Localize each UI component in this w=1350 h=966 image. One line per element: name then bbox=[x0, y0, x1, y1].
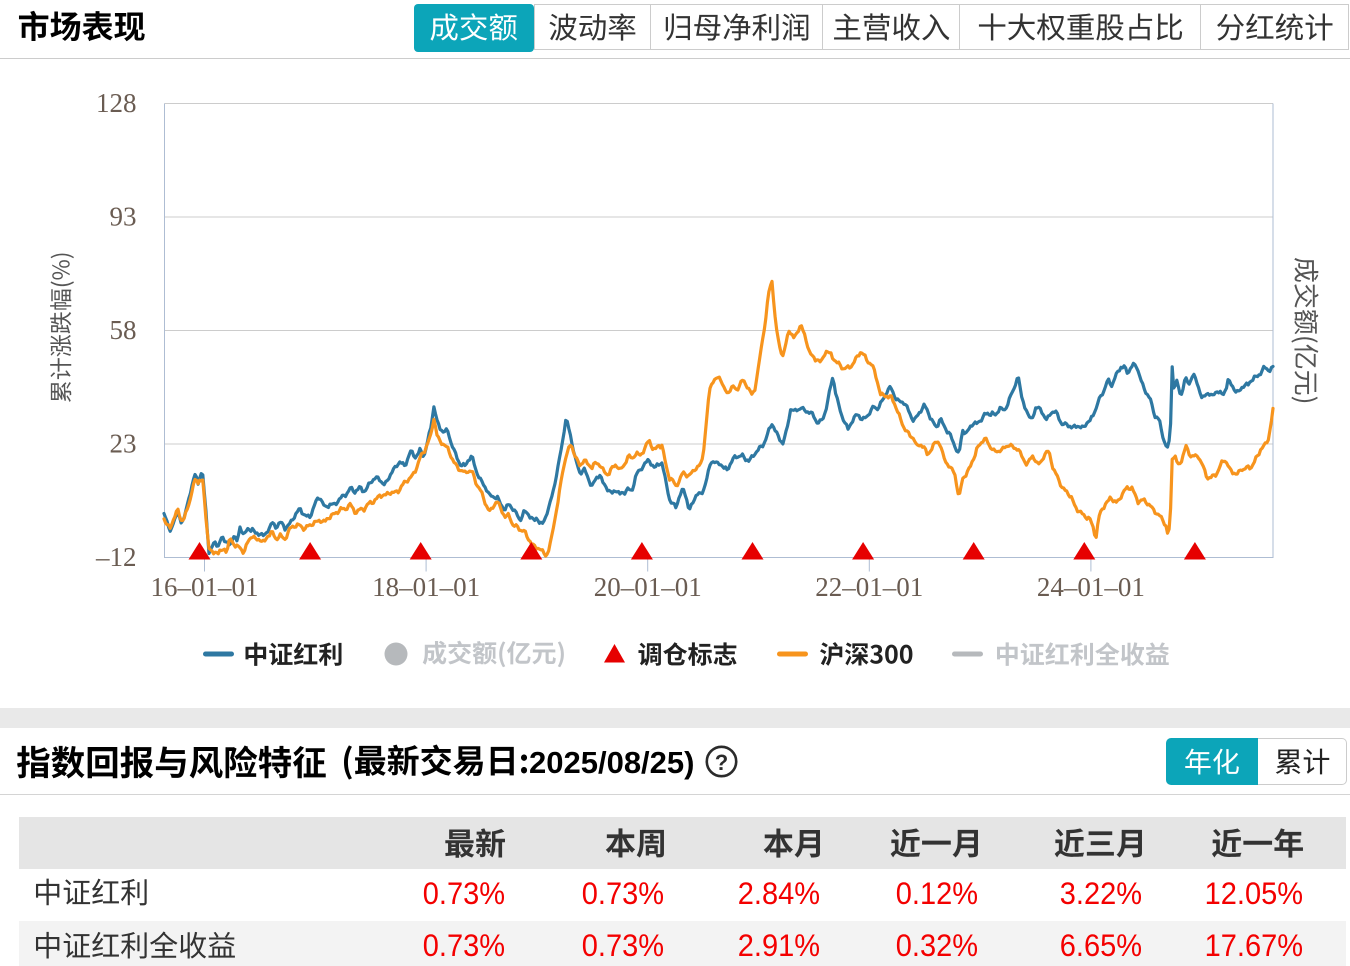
svg-text:?: ? bbox=[715, 750, 728, 775]
svg-text:18–01–01: 18–01–01 bbox=[372, 572, 480, 602]
svg-text:22–01–01: 22–01–01 bbox=[815, 572, 923, 602]
svg-text:93: 93 bbox=[110, 202, 137, 232]
svg-text:–12: –12 bbox=[95, 542, 137, 572]
svg-text:128: 128 bbox=[96, 88, 137, 118]
svg-text:58: 58 bbox=[110, 315, 137, 345]
svg-text:24–01–01: 24–01–01 bbox=[1037, 572, 1145, 602]
svg-text:16–01–01: 16–01–01 bbox=[151, 572, 259, 602]
svg-text:23: 23 bbox=[110, 429, 137, 459]
svg-text:20–01–01: 20–01–01 bbox=[594, 572, 702, 602]
svg-text:2025/08/25): 2025/08/25) bbox=[529, 745, 694, 780]
